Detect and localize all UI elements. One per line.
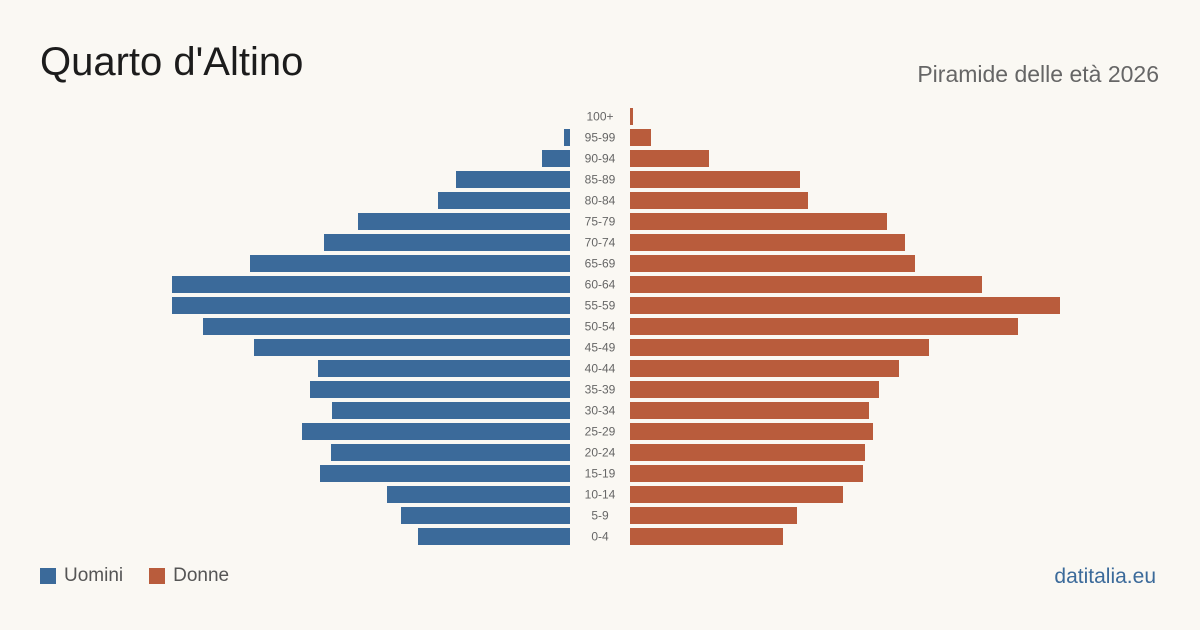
page-subtitle: Piramide delle età 2026	[917, 61, 1159, 87]
age-label-50-54: 50-54	[585, 320, 616, 334]
age-label-5-9: 5-9	[591, 509, 609, 523]
bar-women-5-9	[630, 507, 797, 524]
age-label-70-74: 70-74	[585, 236, 616, 250]
age-label-75-79: 75-79	[585, 215, 616, 229]
age-label-30-34: 30-34	[585, 404, 616, 418]
age-label-15-19: 15-19	[585, 467, 616, 481]
legend-swatch-men	[40, 568, 56, 584]
age-label-45-49: 45-49	[585, 341, 616, 355]
bar-women-35-39	[630, 381, 879, 398]
bar-men-95-99	[564, 129, 570, 146]
age-label-10-14: 10-14	[585, 488, 616, 502]
bar-women-85-89	[630, 171, 800, 188]
bar-men-15-19	[320, 465, 570, 482]
age-label-95-99: 95-99	[585, 131, 616, 145]
bar-men-40-44	[318, 360, 570, 377]
legend-label-women: Donne	[173, 565, 230, 586]
age-label-0-4: 0-4	[591, 530, 609, 544]
bar-women-100+	[630, 108, 633, 125]
legend-label-men: Uomini	[64, 565, 124, 586]
page-title: Quarto d'Altino	[40, 40, 304, 84]
legend-swatch-women	[149, 568, 166, 584]
legend-item-men: Uomini	[40, 565, 123, 587]
bar-women-55-59	[630, 297, 1060, 314]
age-label-90-94: 90-94	[585, 152, 616, 166]
bar-men-70-74	[324, 234, 570, 251]
bar-men-0-4	[418, 528, 570, 545]
age-label-65-69: 65-69	[585, 257, 616, 271]
age-label-55-59: 55-59	[585, 299, 616, 313]
bar-women-80-84	[630, 192, 808, 209]
bar-men-85-89	[456, 171, 570, 188]
bar-men-35-39	[310, 381, 570, 398]
bar-women-10-14	[630, 486, 843, 503]
age-label-40-44: 40-44	[585, 362, 616, 376]
bar-men-30-34	[332, 402, 570, 419]
bar-men-65-69	[250, 255, 570, 272]
bar-women-60-64	[630, 276, 982, 293]
bar-women-20-24	[630, 444, 865, 461]
legend-item-women: Donne	[149, 565, 229, 587]
age-label-25-29: 25-29	[585, 425, 616, 439]
bar-women-70-74	[630, 234, 905, 251]
bar-women-0-4	[630, 528, 783, 545]
bar-women-40-44	[630, 360, 899, 377]
age-label-80-84: 80-84	[585, 194, 616, 208]
age-label-35-39: 35-39	[585, 383, 616, 397]
bar-men-20-24	[331, 444, 570, 461]
age-label-100+: 100+	[586, 110, 613, 124]
brand-link[interactable]: datitalia.eu	[1054, 565, 1156, 588]
bar-men-45-49	[254, 339, 570, 356]
bar-men-55-59	[172, 297, 570, 314]
bar-women-75-79	[630, 213, 887, 230]
bar-men-5-9	[401, 507, 570, 524]
age-label-85-89: 85-89	[585, 173, 616, 187]
bar-men-80-84	[438, 192, 570, 209]
bar-women-45-49	[630, 339, 929, 356]
age-label-20-24: 20-24	[585, 446, 616, 460]
bar-women-30-34	[630, 402, 869, 419]
bar-men-60-64	[172, 276, 570, 293]
bar-men-90-94	[542, 150, 570, 167]
bar-men-50-54	[203, 318, 570, 335]
bar-women-25-29	[630, 423, 873, 440]
bar-women-90-94	[630, 150, 709, 167]
bar-women-95-99	[630, 129, 651, 146]
bar-men-75-79	[358, 213, 570, 230]
bar-women-50-54	[630, 318, 1018, 335]
bar-women-65-69	[630, 255, 915, 272]
bar-men-25-29	[302, 423, 570, 440]
legend: Uomini Donne	[40, 565, 255, 587]
age-label-60-64: 60-64	[585, 278, 616, 292]
bar-men-10-14	[387, 486, 570, 503]
bar-women-15-19	[630, 465, 863, 482]
